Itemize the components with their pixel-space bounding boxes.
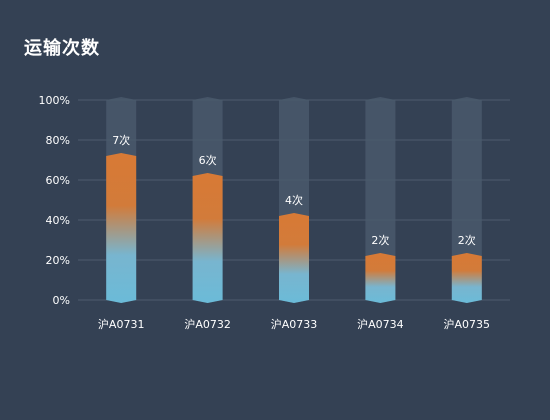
y-tick-label: 60% [46,174,70,187]
bar-track [451,97,482,303]
x-tick-label: 沪A0735 [444,317,491,331]
bar [451,253,482,303]
data-label: 2次 [371,233,389,247]
chart-title: 运输次数 [24,38,100,59]
data-label: 4次 [285,193,303,207]
bar [279,213,309,303]
bar-track [365,97,396,303]
y-tick-label: 100% [39,94,70,107]
x-tick-label: 沪A0734 [357,317,404,331]
x-tick-label: 沪A0731 [98,317,145,331]
y-tick-label: 80% [46,134,70,147]
y-tick-label: 0% [53,294,70,307]
x-tick-label: 沪A0733 [271,317,318,331]
data-label: 2次 [458,233,476,247]
bar [192,173,223,303]
x-tick-label: 沪A0732 [184,317,231,331]
y-tick-label: 40% [46,214,70,227]
bar [365,253,396,303]
data-label: 7次 [112,133,130,147]
bar [106,153,137,303]
data-label: 6次 [199,153,217,167]
y-tick-label: 20% [46,254,70,267]
